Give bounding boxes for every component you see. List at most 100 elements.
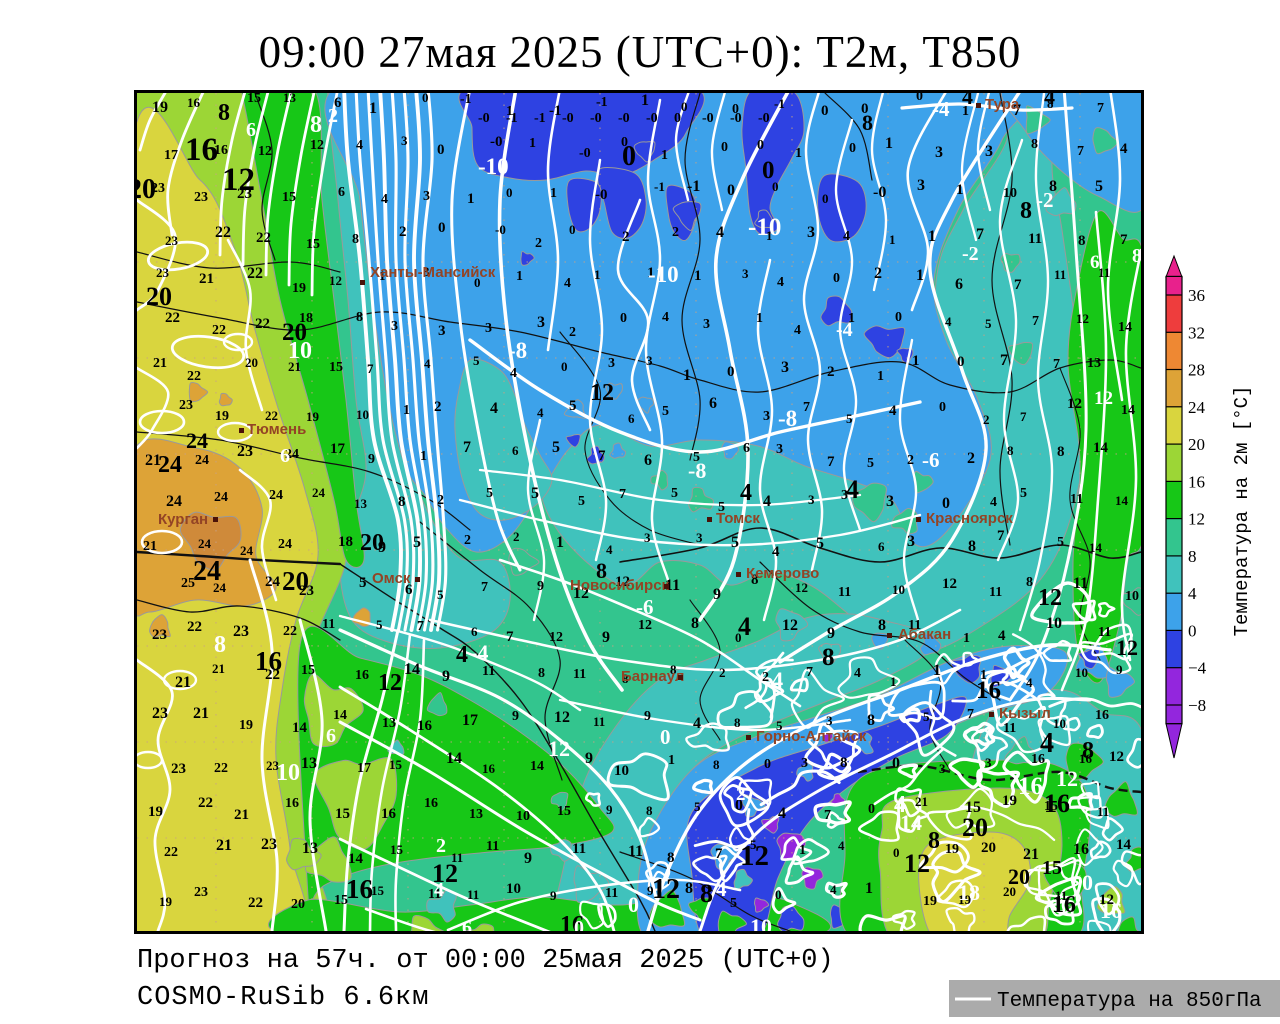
svg-text:8: 8 xyxy=(1047,96,1054,111)
svg-text:5: 5 xyxy=(730,896,737,911)
svg-text:2: 2 xyxy=(328,105,338,127)
svg-text:24: 24 xyxy=(285,447,299,462)
svg-text:6: 6 xyxy=(280,445,290,467)
svg-text:4: 4 xyxy=(777,275,784,290)
svg-text:0: 0 xyxy=(437,142,445,158)
svg-text:7: 7 xyxy=(967,707,974,722)
svg-text:4: 4 xyxy=(889,403,897,419)
svg-text:11: 11 xyxy=(989,585,1002,600)
svg-text:-1: -1 xyxy=(654,179,665,194)
svg-text:4: 4 xyxy=(998,628,1006,644)
svg-text:22: 22 xyxy=(255,316,270,332)
svg-text:7: 7 xyxy=(803,400,810,415)
svg-text:1: 1 xyxy=(890,674,897,689)
svg-text:15: 15 xyxy=(1044,799,1058,814)
svg-text:-1: -1 xyxy=(549,103,562,119)
svg-text:4: 4 xyxy=(962,84,973,109)
svg-text:12: 12 xyxy=(548,736,570,761)
svg-text:15: 15 xyxy=(247,91,261,106)
svg-text:8: 8 xyxy=(310,112,322,138)
svg-text:0: 0 xyxy=(822,191,829,206)
svg-text:-0: -0 xyxy=(562,111,574,126)
svg-text:9: 9 xyxy=(378,539,386,556)
svg-text:Тюмень: Тюмень xyxy=(247,421,306,438)
svg-text:1: 1 xyxy=(369,100,377,117)
svg-text:16: 16 xyxy=(1044,789,1070,818)
svg-text:0: 0 xyxy=(620,311,627,326)
svg-text:1: 1 xyxy=(403,403,410,418)
svg-text:20: 20 xyxy=(1003,884,1016,899)
svg-text:0: 0 xyxy=(757,138,764,153)
svg-text:22: 22 xyxy=(283,624,297,639)
svg-text:0: 0 xyxy=(735,797,743,814)
svg-text:16: 16 xyxy=(1052,892,1076,918)
svg-text:36: 36 xyxy=(1188,286,1205,305)
svg-text:7: 7 xyxy=(1000,352,1008,369)
svg-text:15: 15 xyxy=(389,757,403,772)
svg-text:Красноярск: Красноярск xyxy=(926,510,1013,527)
svg-text:4: 4 xyxy=(990,495,997,510)
svg-text:10: 10 xyxy=(1003,186,1017,201)
svg-text:4: 4 xyxy=(693,715,701,732)
svg-text:2: 2 xyxy=(762,670,769,685)
svg-text:2: 2 xyxy=(399,224,407,240)
svg-text:23: 23 xyxy=(152,705,168,722)
svg-text:14: 14 xyxy=(1121,403,1135,418)
svg-text:1: 1 xyxy=(963,631,970,646)
svg-text:0: 0 xyxy=(764,757,771,772)
svg-text:1: 1 xyxy=(928,228,936,245)
svg-text:-4: -4 xyxy=(932,97,950,121)
svg-text:1: 1 xyxy=(516,269,523,284)
svg-text:-2: -2 xyxy=(962,243,979,265)
svg-text:3: 3 xyxy=(423,264,430,279)
svg-text:4: 4 xyxy=(606,542,613,557)
svg-text:2: 2 xyxy=(983,412,990,427)
svg-text:3: 3 xyxy=(485,321,492,336)
svg-text:19: 19 xyxy=(923,894,937,909)
svg-text:-0: -0 xyxy=(873,184,886,201)
svg-text:2: 2 xyxy=(736,784,746,805)
svg-text:11: 11 xyxy=(908,618,921,633)
svg-text:8: 8 xyxy=(622,671,629,686)
svg-text:1: 1 xyxy=(956,182,964,198)
svg-text:8: 8 xyxy=(538,666,545,681)
svg-text:16: 16 xyxy=(424,796,438,811)
svg-text:14: 14 xyxy=(333,708,347,723)
svg-text:0: 0 xyxy=(868,802,875,817)
svg-text:8: 8 xyxy=(667,850,675,866)
svg-text:24: 24 xyxy=(158,452,182,478)
svg-text:11: 11 xyxy=(573,667,586,682)
svg-text:24: 24 xyxy=(195,453,209,468)
svg-text:6: 6 xyxy=(644,452,652,469)
svg-text:7: 7 xyxy=(1013,102,1021,119)
svg-text:9: 9 xyxy=(512,709,519,724)
svg-text:28: 28 xyxy=(1188,361,1205,380)
svg-text:7: 7 xyxy=(1020,409,1027,424)
svg-text:0: 0 xyxy=(821,103,829,119)
svg-text:12: 12 xyxy=(378,670,402,696)
svg-text:0: 0 xyxy=(621,135,628,150)
svg-text:11: 11 xyxy=(1028,231,1042,247)
svg-text:3: 3 xyxy=(801,756,808,771)
svg-text:2: 2 xyxy=(437,493,444,508)
svg-text:4: 4 xyxy=(434,879,444,901)
svg-text:5: 5 xyxy=(750,837,757,852)
svg-text:8: 8 xyxy=(734,715,741,730)
svg-text:2: 2 xyxy=(436,835,446,857)
svg-text:3: 3 xyxy=(939,761,946,776)
svg-text:1: 1 xyxy=(795,146,802,161)
svg-text:3: 3 xyxy=(763,409,770,424)
svg-text:8: 8 xyxy=(1031,137,1038,152)
svg-text:16: 16 xyxy=(381,806,397,822)
svg-text:11: 11 xyxy=(1098,625,1111,640)
svg-text:12: 12 xyxy=(222,162,255,198)
svg-text:16: 16 xyxy=(1018,773,1043,800)
svg-text:7: 7 xyxy=(463,439,471,456)
svg-text:Новосибирск: Новосибирск xyxy=(570,577,670,594)
svg-text:6: 6 xyxy=(1090,252,1100,273)
svg-text:16: 16 xyxy=(185,132,218,168)
svg-text:1: 1 xyxy=(379,268,386,283)
svg-text:16: 16 xyxy=(1188,472,1205,491)
svg-text:16: 16 xyxy=(255,646,282,676)
svg-text:4: 4 xyxy=(763,493,771,510)
